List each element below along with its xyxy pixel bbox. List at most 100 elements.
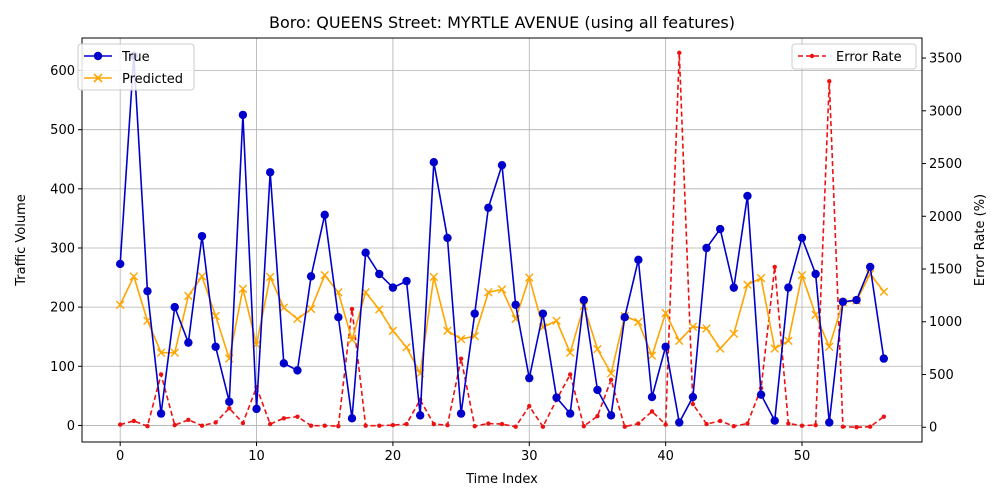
x-tick-label: 30: [521, 449, 538, 464]
legend-right: Error Rate: [791, 43, 917, 70]
y-tick-label-right: 500: [929, 368, 954, 383]
legend-predicted-label: Predicted: [122, 72, 183, 87]
y-tick-label-left: 300: [50, 241, 75, 256]
point-true: [511, 300, 520, 309]
point-true: [784, 283, 793, 292]
point-predicted: [756, 273, 766, 283]
point-predicted: [279, 303, 289, 313]
point-predicted: [497, 285, 507, 294]
point-true: [675, 418, 684, 427]
point-predicted: [238, 284, 248, 294]
point-predicted: [565, 348, 575, 357]
y-tick-label-left: 600: [50, 64, 75, 79]
point-true: [715, 224, 725, 234]
legend-true-label: True: [121, 50, 150, 65]
point-true: [184, 338, 193, 347]
grid: [82, 38, 922, 442]
point-error-rate: [240, 420, 246, 426]
point-true: [265, 168, 275, 177]
point-true: [565, 409, 575, 418]
point-error-rate: [295, 414, 300, 419]
point-true: [525, 373, 534, 383]
point-true: [388, 283, 398, 292]
y-tick-label-right: 1500: [929, 263, 962, 278]
point-predicted: [374, 305, 384, 314]
point-error-rate: [527, 403, 532, 409]
point-predicted: [197, 272, 207, 281]
point-predicted: [552, 316, 561, 326]
point-predicted: [688, 322, 698, 331]
point-true: [470, 309, 479, 318]
point-true: [225, 397, 234, 406]
point-true: [593, 385, 602, 395]
point-predicted: [811, 310, 820, 320]
point-true: [634, 255, 643, 265]
legend-error-label: Error Rate: [836, 50, 902, 65]
point-predicted: [115, 300, 125, 310]
point-error-rate: [581, 423, 587, 429]
point-true: [879, 354, 889, 363]
point-predicted: [606, 369, 616, 378]
point-error-rate: [336, 423, 341, 429]
axes: 0 10 20 30 40 5001002003004005006000500100015…: [50, 52, 962, 464]
point-predicted: [743, 280, 752, 289]
point-predicted: [429, 272, 439, 282]
legend-predicted-marker: [93, 73, 103, 83]
point-error-rate: [486, 421, 491, 426]
point-true: [702, 243, 711, 253]
point-true: [497, 160, 507, 170]
point-error-rate: [267, 421, 273, 427]
point-error-rate: [158, 372, 164, 377]
point-predicted: [484, 288, 493, 297]
point-predicted: [524, 273, 534, 282]
point-predicted: [674, 336, 684, 346]
point-error-rate: [390, 422, 396, 428]
point-true: [156, 409, 166, 418]
x-tick-label: 10: [248, 449, 265, 464]
point-error-rate: [499, 421, 505, 427]
point-true: [320, 210, 329, 220]
point-true: [756, 390, 766, 399]
point-true: [279, 359, 289, 368]
point-error-rate: [472, 423, 477, 429]
point-predicted: [634, 317, 643, 327]
point-true: [456, 409, 466, 418]
point-true: [347, 414, 357, 423]
x-tick-label: 50: [794, 449, 811, 464]
y-tick-label-left: 400: [50, 182, 75, 197]
point-error-rate: [445, 422, 450, 428]
point-error-rate: [186, 417, 191, 423]
point-predicted: [797, 270, 807, 280]
point-true: [825, 418, 834, 427]
y-tick-label-left: 500: [50, 123, 75, 138]
point-predicted: [647, 351, 657, 360]
series-line-error-rate: [119, 51, 885, 429]
point-error-rate: [608, 377, 614, 382]
point-true: [115, 259, 125, 269]
point-true: [415, 411, 425, 420]
y-axis-label-left: Traffic Volume: [14, 194, 29, 287]
point-true: [852, 295, 861, 305]
point-error-rate: [145, 423, 150, 429]
point-error-rate: [404, 421, 409, 427]
point-predicted: [770, 344, 780, 353]
point-error-rate: [117, 422, 123, 427]
point-error-rate: [717, 418, 723, 424]
legend-true-marker: [93, 51, 103, 61]
point-error-rate: [704, 421, 709, 427]
point-error-rate: [622, 424, 627, 429]
point-predicted: [824, 342, 834, 352]
point-error-rate: [458, 356, 464, 361]
point-predicted: [347, 335, 357, 344]
point-predicted: [879, 287, 889, 297]
point-error-rate: [227, 406, 232, 411]
point-true: [361, 248, 370, 257]
point-predicted: [293, 314, 302, 324]
y-axis-label-right: Error Rate (%): [973, 194, 988, 286]
y-tick-label-right: 3000: [929, 104, 962, 119]
point-true: [197, 231, 207, 241]
point-true: [811, 269, 820, 279]
point-error-rate: [322, 423, 327, 428]
point-true: [620, 312, 629, 322]
point-error-rate: [213, 420, 218, 425]
